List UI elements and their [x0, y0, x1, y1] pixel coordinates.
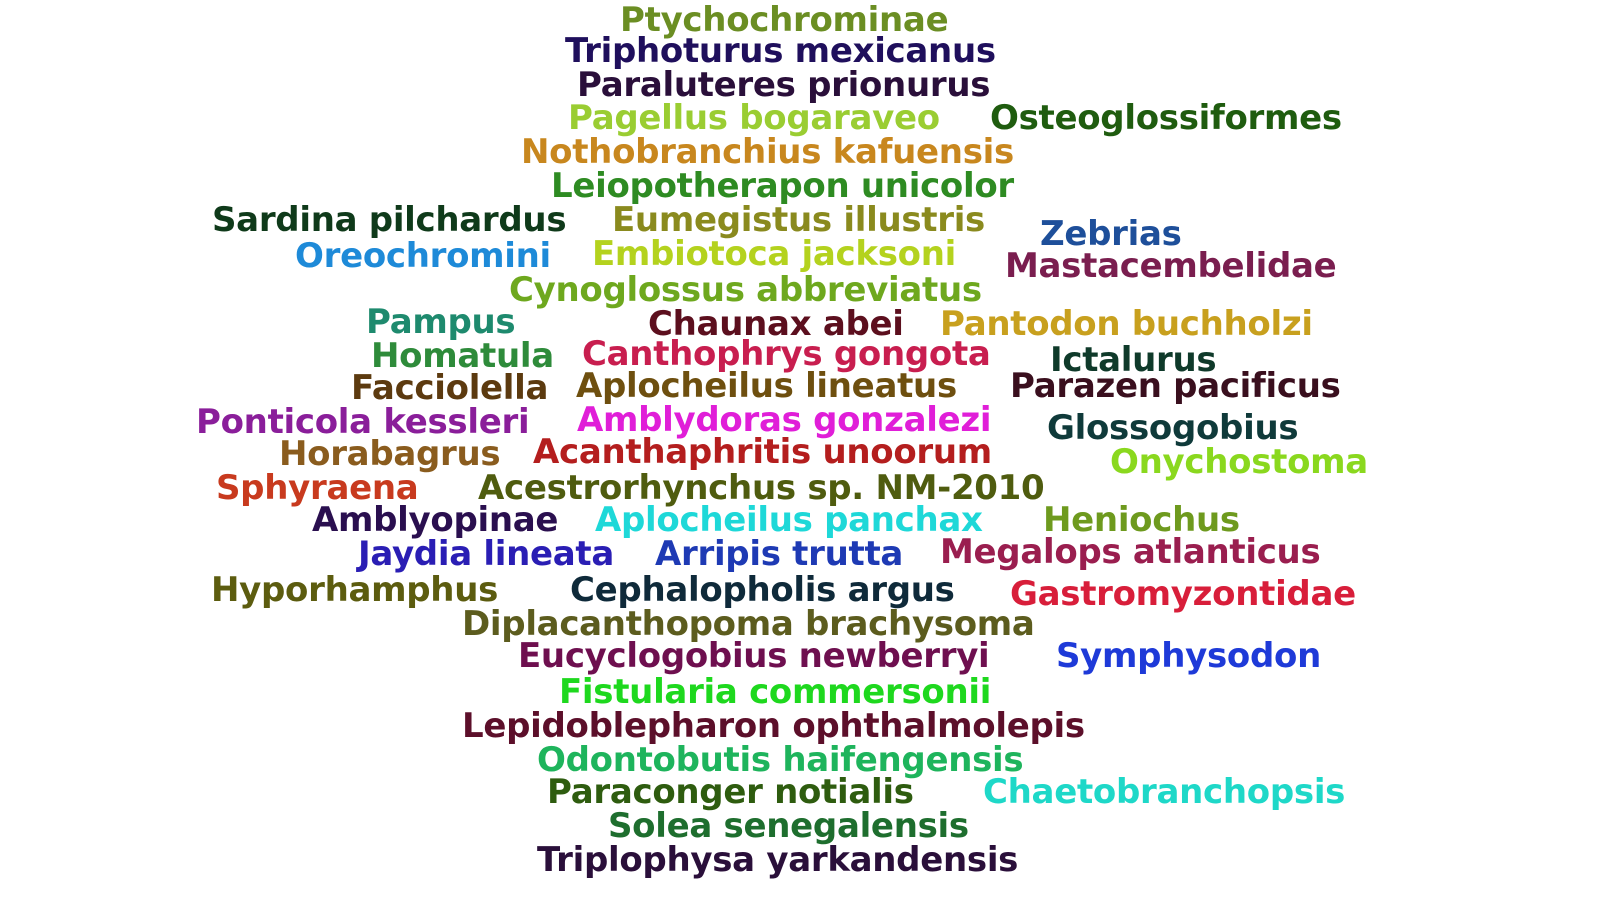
cloud-word: Jaydia lineata: [358, 534, 614, 574]
cloud-word: Triplophysa yarkandensis: [537, 840, 1019, 880]
cloud-word: Acanthaphritis unoorum: [533, 432, 992, 472]
cloud-word: Sardina pilchardus: [212, 200, 567, 240]
cloud-word: Leiopotherapon unicolor: [551, 166, 1014, 206]
cloud-word: Solea senegalensis: [608, 806, 969, 846]
cloud-word: Horabagrus: [279, 434, 501, 474]
cloud-word: Ptychochrominae: [620, 0, 949, 40]
cloud-word: Eucyclogobius newberryi: [518, 636, 990, 676]
cloud-word: Megalops atlanticus: [940, 532, 1321, 572]
cloud-word: Ponticola kessleri: [196, 402, 530, 442]
cloud-word: Fistularia commersonii: [559, 672, 992, 712]
cloud-word: Sphyraena: [216, 468, 419, 508]
cloud-word: Gastromyzontidae: [1010, 574, 1356, 614]
cloud-word: Hyporhamphus: [211, 570, 499, 610]
cloud-word: Aplocheilus panchax: [595, 500, 983, 540]
cloud-word: Acestrorhynchus sp. NM-2010: [478, 468, 1045, 508]
cloud-word: Onychostoma: [1110, 442, 1368, 482]
cloud-word: Glossogobius: [1047, 408, 1299, 448]
cloud-word: Amblyopinae: [312, 500, 559, 540]
cloud-word: Chaunax abei: [648, 304, 904, 344]
cloud-word: Zebrias: [1040, 214, 1182, 254]
cloud-word: Paraconger notialis: [547, 772, 914, 812]
cloud-word: Nothobranchius kafuensis: [521, 132, 1014, 172]
cloud-word: Heniochus: [1043, 500, 1240, 540]
cloud-word: Triphoturus mexicanus: [565, 31, 996, 71]
cloud-word: Oreochromini: [295, 236, 551, 276]
cloud-word: Pantodon buchholzi: [940, 304, 1313, 344]
cloud-word: Odontobutis haifengensis: [537, 740, 1024, 780]
cloud-word: Eumegistus illustris: [612, 200, 985, 240]
cloud-word: Pagellus bogaraveo: [568, 98, 940, 138]
cloud-word: Chaetobranchopsis: [983, 772, 1346, 812]
cloud-word: Facciolella: [351, 368, 549, 408]
cloud-word: Homatula: [371, 336, 554, 376]
cloud-word: Arripis trutta: [655, 534, 904, 574]
cloud-word: Canthophrys gongota: [582, 334, 991, 374]
cloud-word: Parazen pacificus: [1010, 366, 1341, 406]
cloud-word: Aplocheilus lineatus: [576, 366, 957, 406]
cloud-word: Lepidoblepharon ophthalmolepis: [462, 706, 1085, 746]
cloud-word: Symphysodon: [1056, 636, 1321, 676]
cloud-word: Osteoglossiformes: [990, 98, 1342, 138]
cloud-word: Cynoglossus abbreviatus: [509, 270, 982, 310]
cloud-word: Paraluteres prionurus: [577, 65, 991, 105]
cloud-word: Cephalopholis argus: [570, 570, 955, 610]
cloud-word: Ictalurus: [1050, 340, 1217, 380]
cloud-word: Mastacembelidae: [1005, 246, 1337, 286]
cloud-word: Pampus: [366, 302, 516, 342]
cloud-word: Amblydoras gonzalezi: [577, 400, 992, 440]
cloud-word: Diplacanthopoma brachysoma: [462, 604, 1035, 644]
cloud-word: Embiotoca jacksoni: [592, 234, 956, 274]
